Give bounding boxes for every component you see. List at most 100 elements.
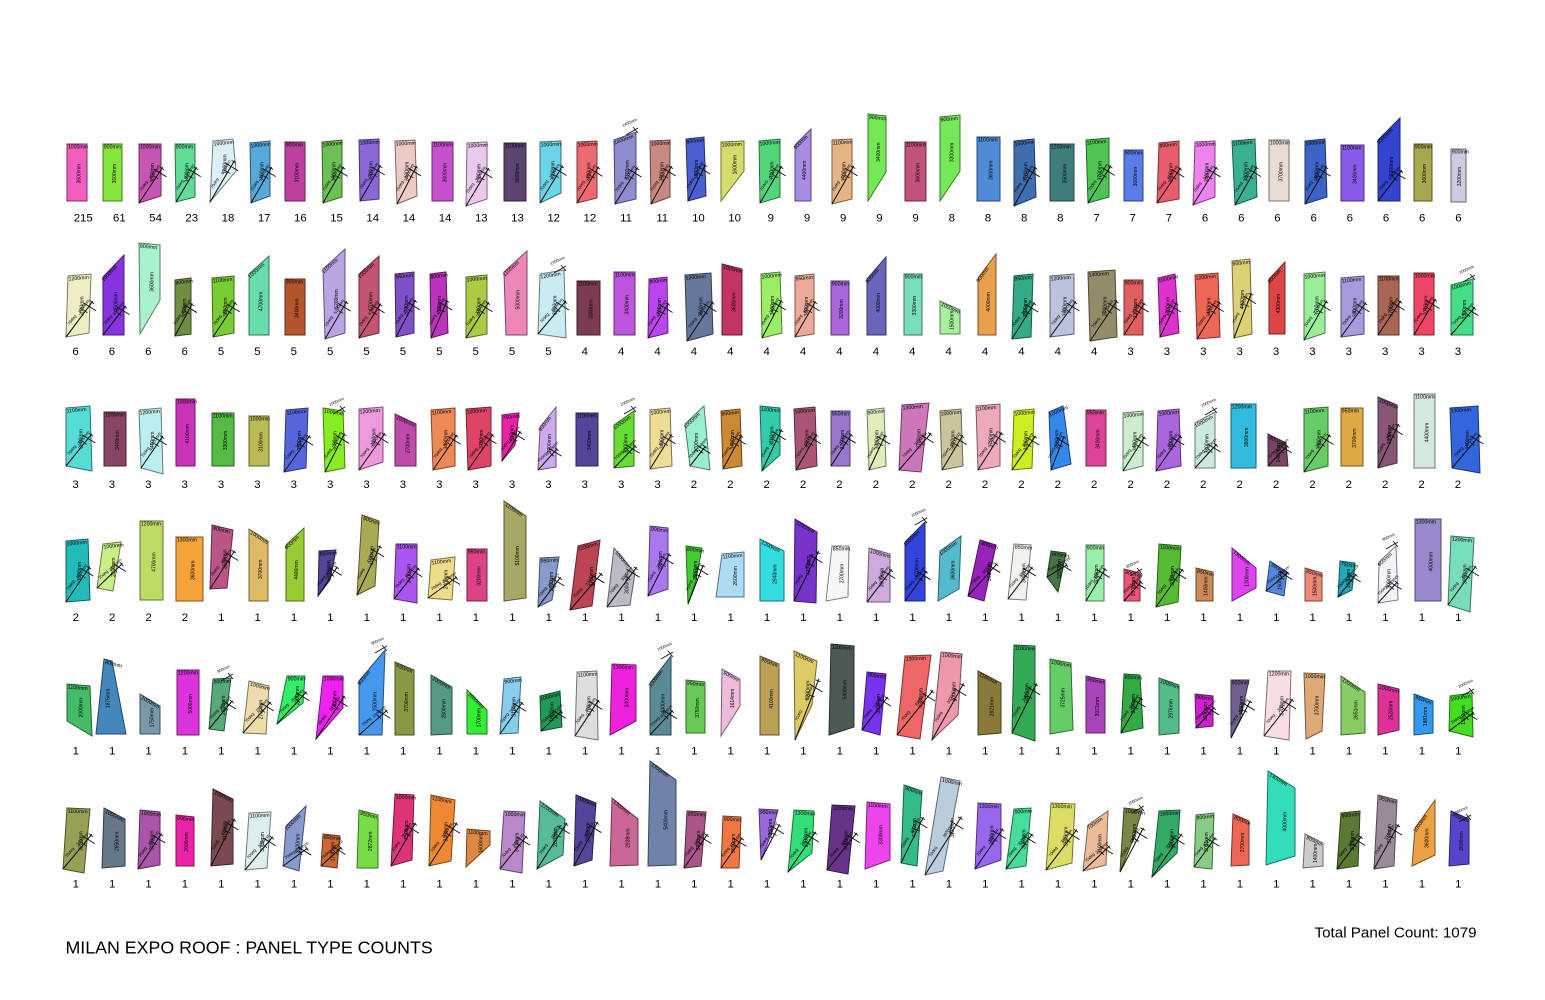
- svg-text:1: 1: [1237, 745, 1243, 757]
- svg-text:1400mm: 1400mm: [1089, 271, 1110, 278]
- svg-text:950mm: 950mm: [359, 811, 377, 821]
- svg-text:14: 14: [403, 213, 416, 225]
- svg-text:2: 2: [145, 612, 151, 624]
- svg-text:1500mm: 1500mm: [1346, 569, 1352, 588]
- svg-text:8: 8: [949, 213, 955, 225]
- svg-text:6: 6: [1419, 213, 1425, 225]
- svg-text:12: 12: [547, 213, 560, 225]
- svg-text:4400mm: 4400mm: [1239, 292, 1250, 309]
- svg-text:1300mm: 1300mm: [177, 538, 197, 544]
- svg-text:70deg: 70deg: [1196, 315, 1207, 328]
- svg-text:1000mm: 1000mm: [328, 396, 345, 407]
- svg-text:3600mm: 3600mm: [1315, 162, 1321, 181]
- svg-text:3700mm: 3700mm: [916, 429, 922, 448]
- svg-text:70deg: 70deg: [324, 314, 334, 327]
- svg-text:Total Panel Count: 1079: Total Panel Count: 1079: [1315, 925, 1477, 942]
- svg-text:1: 1: [800, 612, 806, 624]
- svg-text:70deg: 70deg: [244, 711, 256, 724]
- svg-text:900mm: 900mm: [905, 275, 922, 281]
- svg-text:750mm: 750mm: [502, 414, 520, 422]
- svg-text:3600mm: 3600mm: [989, 161, 995, 180]
- svg-text:1100mm: 1100mm: [761, 407, 781, 415]
- svg-text:1: 1: [727, 879, 733, 891]
- svg-text:1: 1: [1382, 612, 1388, 624]
- svg-text:3500mm: 3500mm: [660, 162, 666, 181]
- svg-text:17: 17: [258, 213, 271, 225]
- svg-text:6: 6: [1202, 213, 1208, 225]
- svg-text:70deg: 70deg: [685, 579, 694, 592]
- svg-text:1000mm: 1000mm: [1160, 811, 1180, 818]
- svg-text:1000mm: 1000mm: [505, 812, 525, 819]
- svg-text:3600mm: 3600mm: [1425, 828, 1431, 847]
- svg-text:3400mm: 3400mm: [1205, 163, 1211, 182]
- svg-text:4700mm: 4700mm: [915, 558, 921, 577]
- svg-text:70deg: 70deg: [317, 713, 328, 726]
- svg-text:70deg: 70deg: [900, 836, 910, 849]
- svg-text:7: 7: [1130, 213, 1136, 225]
- svg-text:1100mm: 1100mm: [68, 809, 88, 816]
- svg-text:3300mm: 3300mm: [873, 430, 885, 447]
- svg-text:1: 1: [291, 879, 297, 891]
- svg-text:70deg: 70deg: [759, 179, 770, 192]
- svg-text:1: 1: [618, 879, 624, 891]
- svg-text:70deg: 70deg: [1153, 851, 1164, 864]
- svg-text:2: 2: [73, 612, 79, 624]
- svg-text:1: 1: [1200, 745, 1206, 757]
- svg-text:5: 5: [327, 346, 333, 358]
- svg-text:1: 1: [364, 879, 370, 891]
- svg-text:2: 2: [764, 479, 770, 491]
- svg-text:1100mm: 1100mm: [578, 542, 599, 553]
- svg-text:1: 1: [800, 879, 806, 891]
- svg-text:3400mm: 3400mm: [443, 430, 449, 449]
- svg-text:850mm: 850mm: [1196, 569, 1214, 579]
- svg-text:1: 1: [618, 612, 624, 624]
- svg-text:3000mm: 3000mm: [624, 574, 630, 593]
- svg-text:70deg: 70deg: [356, 567, 366, 580]
- svg-text:1: 1: [509, 879, 515, 891]
- svg-text:70deg: 70deg: [794, 446, 804, 459]
- svg-text:1500mm: 1500mm: [373, 692, 379, 711]
- svg-text:900mm: 900mm: [1196, 695, 1214, 703]
- svg-text:70deg: 70deg: [1304, 179, 1314, 192]
- svg-text:70deg: 70deg: [759, 836, 769, 849]
- svg-text:8: 8: [1057, 213, 1063, 225]
- svg-text:1: 1: [109, 879, 115, 891]
- svg-text:1000mm: 1000mm: [619, 396, 636, 407]
- svg-text:70deg: 70deg: [1266, 573, 1279, 585]
- svg-text:3700mm: 3700mm: [1024, 162, 1030, 181]
- svg-text:900mm: 900mm: [940, 116, 958, 124]
- svg-text:3600mm: 3600mm: [112, 164, 118, 183]
- svg-text:900mm: 900mm: [212, 526, 230, 536]
- svg-text:1: 1: [800, 745, 806, 757]
- svg-text:70deg: 70deg: [1337, 846, 1348, 859]
- svg-text:70deg: 70deg: [320, 848, 332, 860]
- svg-text:4400mm: 4400mm: [1424, 423, 1430, 442]
- svg-text:1: 1: [218, 745, 224, 757]
- svg-text:1000mm: 1000mm: [1158, 274, 1179, 284]
- svg-text:1000mm: 1000mm: [1196, 142, 1216, 149]
- svg-text:3: 3: [72, 479, 78, 491]
- svg-text:1100mm: 1100mm: [1015, 646, 1035, 653]
- svg-text:70deg: 70deg: [1304, 448, 1315, 461]
- svg-text:3300mm: 3300mm: [435, 296, 446, 313]
- svg-text:2: 2: [1164, 479, 1170, 491]
- svg-text:3600mm: 3600mm: [699, 297, 705, 316]
- svg-text:1800mm: 1800mm: [550, 702, 556, 721]
- svg-text:70deg: 70deg: [358, 177, 368, 190]
- svg-text:70deg: 70deg: [687, 316, 698, 329]
- svg-text:70deg: 70deg: [969, 574, 981, 586]
- svg-text:4: 4: [982, 346, 988, 358]
- svg-text:1300mm: 1300mm: [979, 804, 999, 811]
- svg-text:2800mm: 2800mm: [553, 827, 559, 846]
- svg-text:3700mm: 3700mm: [768, 427, 780, 444]
- svg-text:70deg: 70deg: [1011, 315, 1022, 328]
- svg-text:4400mm: 4400mm: [1240, 290, 1246, 309]
- svg-text:1000mm: 1000mm: [468, 143, 488, 150]
- svg-text:1100mm: 1100mm: [906, 143, 926, 149]
- svg-text:70deg: 70deg: [1377, 311, 1388, 324]
- svg-text:70deg: 70deg: [1156, 582, 1167, 595]
- svg-text:1000mm: 1000mm: [324, 677, 344, 683]
- svg-text:70deg: 70deg: [316, 574, 327, 587]
- svg-text:3600mm: 3600mm: [297, 431, 303, 450]
- svg-text:1: 1: [327, 745, 333, 757]
